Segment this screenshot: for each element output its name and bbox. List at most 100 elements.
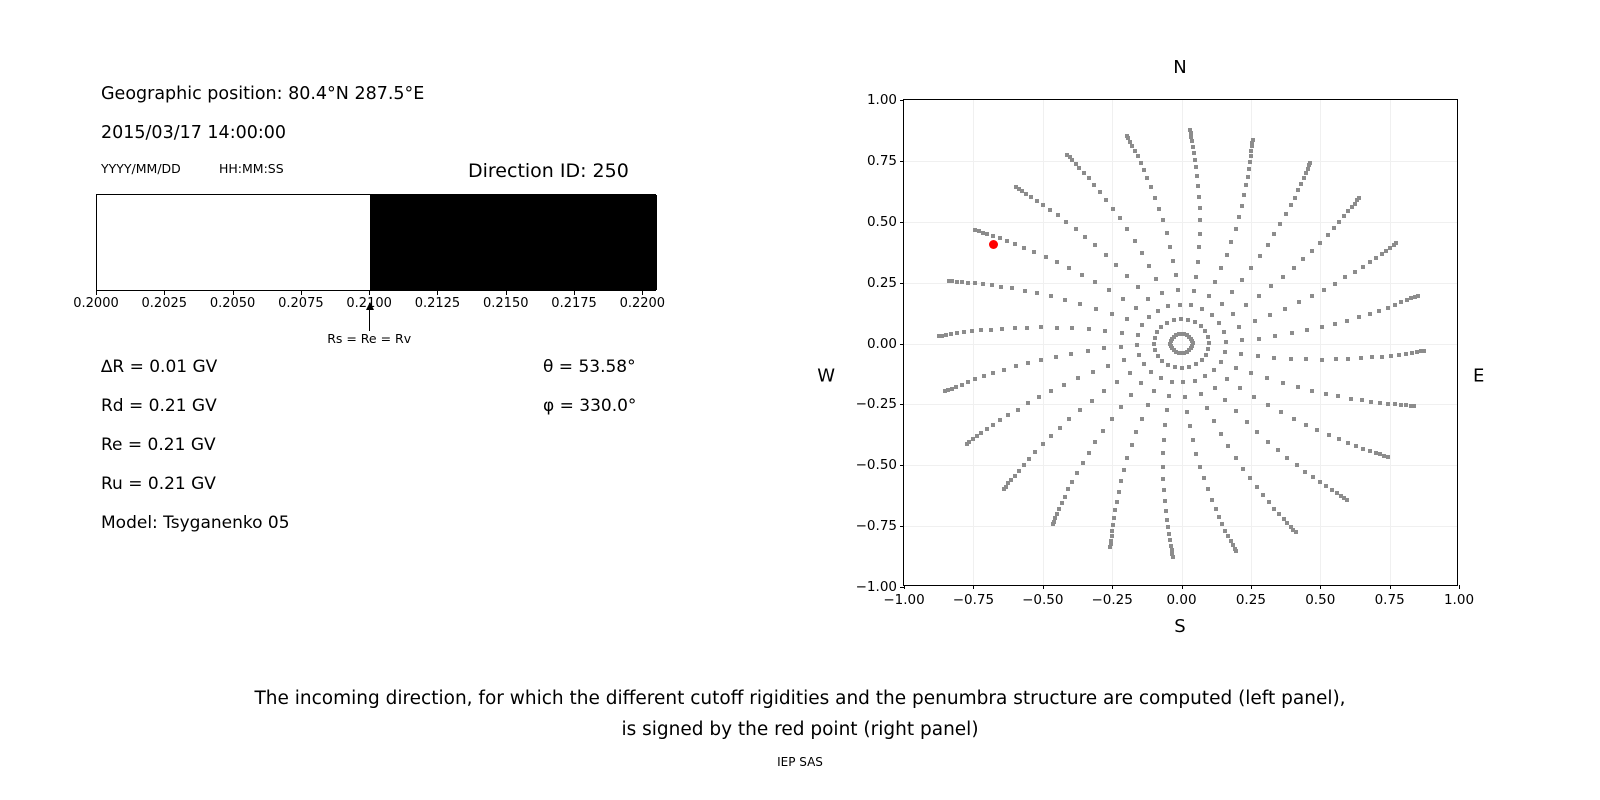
direction-point xyxy=(1303,469,1308,474)
direction-point xyxy=(984,427,989,432)
direction-point xyxy=(1409,296,1414,301)
parameter-right-1: φ = 330.0° xyxy=(543,396,637,416)
gridline-horizontal xyxy=(904,160,1457,162)
direction-point xyxy=(1348,396,1353,401)
direction-point xyxy=(1165,525,1170,530)
direction-point xyxy=(1166,532,1171,537)
x-tick-label: 0.00 xyxy=(1166,592,1197,608)
direction-point xyxy=(1080,272,1085,277)
penumbra-tick-label: 0.2000 xyxy=(73,296,119,311)
direction-point xyxy=(1126,136,1131,141)
penumbra-forbidden-band xyxy=(370,195,657,290)
direction-point xyxy=(1181,380,1186,385)
direction-point xyxy=(991,422,996,427)
direction-point xyxy=(1055,213,1060,218)
direction-point xyxy=(1171,318,1176,323)
direction-point xyxy=(1240,278,1245,283)
direction-point xyxy=(1355,198,1360,203)
penumbra-tick-label: 0.2075 xyxy=(278,296,324,311)
direction-point xyxy=(1125,456,1130,461)
gridline-horizontal xyxy=(904,404,1457,406)
direction-point xyxy=(980,230,985,235)
direction-point xyxy=(1291,416,1296,421)
direction-point xyxy=(1266,500,1271,505)
direction-point xyxy=(1247,476,1252,481)
direction-point xyxy=(1194,165,1199,170)
direction-point xyxy=(1178,317,1183,322)
parameter-left-0: ∆R = 0.01 GV xyxy=(101,357,218,377)
direction-point xyxy=(1211,419,1216,424)
direction-point xyxy=(1013,185,1018,190)
direction-point xyxy=(1086,176,1091,181)
direction-point xyxy=(1137,353,1142,358)
figure-caption: The incoming direction, for which the di… xyxy=(0,683,1600,745)
direction-point xyxy=(1102,389,1107,394)
direction-point xyxy=(1164,231,1169,236)
direction-point xyxy=(990,234,995,239)
direction-point xyxy=(1213,506,1218,511)
direction-point xyxy=(1255,354,1260,359)
direction-point xyxy=(1220,522,1225,527)
direction-point xyxy=(1062,382,1067,387)
direction-point xyxy=(1205,487,1210,491)
direction-point xyxy=(1189,303,1194,308)
direction-point xyxy=(1128,393,1133,398)
y-tick-mark xyxy=(900,465,904,467)
gridline-vertical xyxy=(973,100,975,585)
direction-point xyxy=(1155,329,1160,334)
direction-point xyxy=(955,331,960,336)
direction-point xyxy=(1188,131,1193,136)
direction-point xyxy=(1152,389,1157,394)
penumbra-tick xyxy=(574,291,576,295)
direction-point xyxy=(1272,506,1277,511)
direction-point xyxy=(1133,305,1138,310)
direction-point xyxy=(1373,450,1378,455)
direction-point xyxy=(1080,460,1085,465)
direction-point xyxy=(1249,371,1254,376)
direction-point xyxy=(1062,494,1067,499)
direction-point xyxy=(1191,289,1196,294)
direction-point xyxy=(1070,479,1075,484)
direction-point xyxy=(1128,139,1133,144)
direction-point xyxy=(1161,476,1166,481)
direction-point xyxy=(1333,357,1338,362)
direction-point xyxy=(1385,454,1390,459)
compass-label-south: S xyxy=(1174,616,1186,637)
direction-point xyxy=(959,280,964,285)
direction-point xyxy=(1293,529,1298,534)
direction-point xyxy=(939,333,944,338)
direction-point xyxy=(1244,183,1249,188)
direction-point xyxy=(1111,206,1116,211)
direction-point xyxy=(1209,312,1214,317)
direction-point xyxy=(1324,484,1329,489)
direction-point xyxy=(1209,497,1214,502)
direction-point xyxy=(1146,296,1150,301)
direction-point xyxy=(1093,306,1098,311)
direction-point xyxy=(1120,296,1125,301)
direction-point xyxy=(1192,378,1197,383)
direction-point xyxy=(1086,450,1091,455)
direction-point xyxy=(1167,538,1172,543)
direction-point xyxy=(1294,463,1299,468)
x-tick-mark xyxy=(1389,585,1391,589)
direction-point xyxy=(1255,430,1260,435)
direction-point xyxy=(1201,476,1206,481)
y-tick-label: 0.50 xyxy=(866,213,897,230)
direction-point xyxy=(1124,133,1129,138)
direction-point xyxy=(1180,365,1185,370)
penumbra-tick xyxy=(437,291,439,295)
direction-point xyxy=(1257,254,1262,259)
direction-point xyxy=(1207,340,1212,345)
direction-point xyxy=(1161,464,1166,469)
direction-point xyxy=(978,328,983,333)
direction-point xyxy=(1218,359,1223,364)
selected-direction-point xyxy=(989,240,999,250)
direction-point xyxy=(1310,388,1315,393)
direction-point xyxy=(1125,226,1130,231)
direction-point xyxy=(1177,302,1182,307)
direction-point xyxy=(1139,416,1144,421)
direction-point xyxy=(1158,376,1163,381)
penumbra-spectrum-chart xyxy=(96,194,657,291)
direction-point xyxy=(1168,543,1173,548)
penumbra-tick xyxy=(300,291,302,295)
